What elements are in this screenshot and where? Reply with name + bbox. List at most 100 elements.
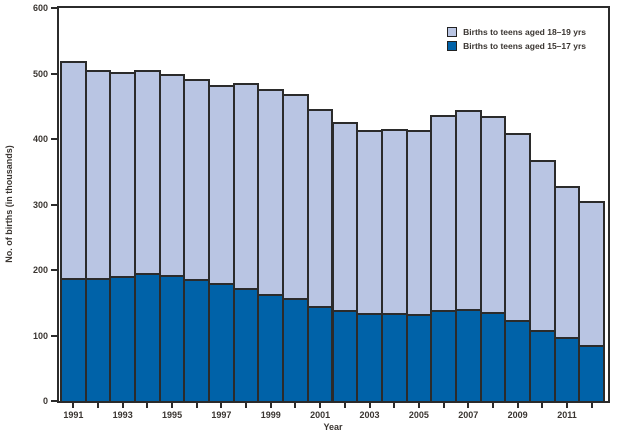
x-tick	[467, 403, 470, 408]
bar-1993	[109, 72, 137, 401]
y-tick	[51, 400, 57, 402]
bar-2001	[306, 108, 334, 401]
x-tick	[442, 403, 445, 408]
bar-1999-segment-15-17	[259, 293, 283, 401]
y-tick	[51, 72, 57, 75]
x-tick	[417, 403, 420, 408]
legend-swatch-icon	[447, 41, 458, 51]
x-tick-label: 1997	[211, 410, 232, 420]
bar-2011	[553, 185, 581, 401]
x-tick-label: 1999	[260, 410, 281, 420]
x-tick	[97, 403, 100, 408]
legend-item-18-19: Births to teens aged 18–19 yrs	[447, 27, 586, 37]
x-tick-label: 2001	[310, 410, 331, 420]
bar-2010	[528, 159, 556, 401]
bar-2008	[479, 116, 507, 401]
bar-2005-segment-15-17	[407, 313, 431, 401]
x-tick	[146, 403, 149, 408]
y-tick-label: 0	[42, 396, 48, 406]
x-tick-label: 2005	[408, 410, 429, 420]
plot-area: Births to teens aged 18–19 yrs Births to …	[57, 6, 610, 403]
x-tick	[516, 403, 519, 408]
bar-2011-segment-15-17	[555, 337, 579, 401]
bar-1994	[134, 70, 161, 401]
bar-1991-segment-15-17	[62, 277, 85, 401]
bar-2004-segment-15-17	[382, 313, 406, 401]
bar-2006	[430, 115, 457, 401]
x-tick-label: 2003	[359, 410, 380, 420]
bar-2012	[578, 201, 605, 401]
x-tick	[294, 403, 297, 408]
bar-2000-segment-15-17	[284, 298, 307, 401]
x-tick	[220, 403, 223, 408]
x-tick	[368, 403, 371, 408]
bar-2001-segment-15-17	[308, 306, 332, 401]
bar-2005	[405, 129, 433, 401]
x-tick-label: 1991	[63, 410, 84, 420]
x-tick-label: 1993	[112, 410, 133, 420]
bar-1996-segment-15-17	[185, 279, 209, 401]
y-tick-label: 500	[32, 68, 48, 79]
bar-1995-segment-15-17	[160, 274, 184, 401]
y-tick-label: 200	[32, 265, 48, 275]
x-tick	[245, 403, 248, 408]
x-tick	[269, 403, 272, 408]
bar-2012-segment-15-17	[580, 344, 603, 401]
bar-2002-segment-15-17	[333, 309, 357, 401]
x-tick	[590, 403, 593, 408]
bar-1991	[60, 61, 87, 401]
bar-2000	[282, 93, 309, 401]
legend: Births to teens aged 18–19 yrs Births to …	[447, 27, 586, 51]
bar-2008-segment-15-17	[481, 311, 505, 401]
x-tick	[541, 403, 544, 408]
bar-1994-segment-15-17	[136, 273, 159, 401]
x-tick	[171, 403, 174, 408]
x-tick	[393, 403, 396, 408]
bar-2003	[356, 129, 383, 401]
x-tick	[491, 403, 494, 408]
bar-2007	[454, 109, 482, 401]
x-tick	[195, 403, 198, 408]
x-tick-label: 2011	[557, 410, 577, 420]
legend-item-15-17: Births to teens aged 15–17 yrs	[447, 41, 586, 51]
bar-1996	[183, 78, 211, 401]
x-tick	[343, 403, 346, 408]
y-tick-label: 600	[32, 3, 48, 13]
bar-1998	[232, 83, 260, 401]
bar-2009-segment-15-17	[506, 319, 529, 401]
legend-swatch-icon	[447, 27, 458, 37]
y-tick-label: 400	[32, 134, 48, 144]
y-tick-label: 100	[32, 330, 48, 341]
x-tick-label: 2009	[507, 410, 528, 420]
y-tick-label: 300	[32, 199, 48, 210]
bar-1992	[84, 69, 112, 401]
x-tick-label: 1995	[162, 410, 183, 420]
legend-label: Births to teens aged 18–19 yrs	[463, 27, 586, 37]
x-tick	[319, 403, 322, 408]
x-tick	[72, 403, 75, 408]
y-tick	[51, 269, 57, 271]
y-tick	[51, 203, 57, 206]
bar-1995	[158, 73, 186, 401]
y-tick	[51, 334, 57, 337]
y-tick	[51, 138, 57, 140]
bar-1997-segment-15-17	[210, 283, 233, 401]
bar-1998-segment-15-17	[234, 287, 258, 401]
bar-2002	[331, 121, 359, 401]
bar-2004	[380, 129, 408, 401]
x-tick-label: 2007	[458, 410, 479, 420]
bar-2010-segment-15-17	[530, 329, 554, 401]
bar-2007-segment-15-17	[456, 308, 480, 401]
bar-2003-segment-15-17	[358, 313, 381, 401]
bar-1993-segment-15-17	[111, 275, 135, 401]
bar-2009	[504, 133, 531, 401]
x-tick	[121, 403, 124, 408]
bar-1992-segment-15-17	[86, 277, 110, 401]
legend-label: Births to teens aged 15–17 yrs	[463, 41, 586, 51]
x-tick	[565, 403, 568, 408]
x-axis-title: Year	[323, 422, 343, 432]
bar-1999	[257, 89, 285, 401]
bar-1997	[208, 84, 235, 401]
y-tick	[51, 7, 57, 9]
